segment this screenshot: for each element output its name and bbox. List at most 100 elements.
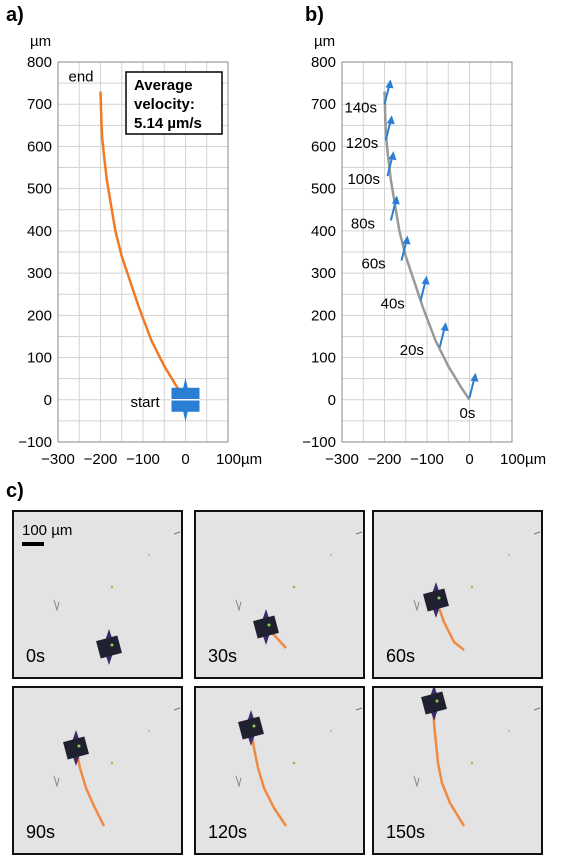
debris-dot <box>329 729 333 733</box>
y-tick-label: 600 <box>311 138 336 155</box>
robot-highlight <box>77 744 81 748</box>
y-tick-label: 300 <box>27 265 52 282</box>
video-frame: 60s <box>372 510 543 679</box>
x-tick-label: −200 <box>368 451 402 468</box>
debris-mark <box>355 531 363 535</box>
robot-trail <box>434 599 465 651</box>
scale-bar-label: 100 µm <box>22 522 73 539</box>
y-tick-label: 100 <box>27 350 52 367</box>
y-tick-label: 200 <box>311 307 336 324</box>
heading-arrowhead <box>386 115 395 125</box>
time-label: 20s <box>400 342 424 359</box>
trajectory-chart-a: µm 100µm −100 0 100 200 300 400 500 600 700 800 −300… <box>18 33 262 468</box>
scale-bar: 100 µm <box>22 522 72 546</box>
robot-body <box>423 588 449 612</box>
frame-image <box>53 707 181 827</box>
debris-mark <box>173 707 181 711</box>
x-tick-label: −100 <box>126 451 160 468</box>
debris-mark <box>355 707 363 711</box>
y-tick-label: 200 <box>27 307 52 324</box>
robot-highlight <box>252 724 256 728</box>
frame-time-label: 0s <box>26 646 46 666</box>
end-label: end <box>69 69 94 86</box>
video-frame: 120s <box>194 686 365 855</box>
debris-dot <box>470 585 474 589</box>
heading-arrowhead <box>470 372 479 382</box>
robot-body <box>96 635 122 659</box>
time-label: 120s <box>346 135 379 152</box>
y-tick-label: 600 <box>27 138 52 155</box>
frame-image <box>235 707 363 827</box>
time-label: 100s <box>347 171 380 188</box>
frame-image <box>235 531 363 649</box>
x-tick-label: −100 <box>410 451 444 468</box>
trajectory-chart-b: µm 100µm −100 0 100 200 300 400 500 600 700 800 −300… <box>302 33 546 468</box>
y-tick-label: 500 <box>311 181 336 198</box>
y-tick-label: 800 <box>311 54 336 71</box>
robot-trail <box>249 727 288 827</box>
plot-frame <box>341 61 513 443</box>
x-tick-label: −300 <box>325 451 359 468</box>
y-unit-label: µm <box>30 33 51 50</box>
robot-trail <box>74 747 106 827</box>
x-tick-label: 0 <box>181 451 189 468</box>
trajectory-line <box>99 91 187 401</box>
trajectory-line <box>383 91 471 401</box>
video-frame: 150s <box>372 686 543 855</box>
debris-mark <box>413 599 420 612</box>
frame-time-label: 120s <box>208 822 248 842</box>
debris-mark <box>533 531 541 535</box>
scale-bar-line <box>22 542 44 546</box>
frame-time-label: 150s <box>386 822 426 842</box>
debris-mark <box>533 707 541 711</box>
debris-mark <box>413 775 420 788</box>
x-tick-label: −300 <box>41 451 75 468</box>
robot-body <box>253 615 279 639</box>
heading-arrowhead <box>391 195 400 205</box>
time-label: 80s <box>351 215 375 232</box>
debris-dot <box>292 585 296 589</box>
debris-mark <box>173 531 181 535</box>
plot-frame <box>57 61 229 443</box>
x-unit-label: 100µm <box>216 451 262 468</box>
debris-mark <box>53 599 60 612</box>
debris-dot <box>507 729 511 733</box>
velocity-text: velocity: <box>134 96 195 113</box>
start-label: start <box>131 394 161 411</box>
heading-arrowhead <box>421 275 430 285</box>
video-frame: 30s <box>194 510 365 679</box>
robot-highlight <box>267 623 271 627</box>
x-tick-label: −200 <box>84 451 118 468</box>
robot-body <box>238 716 264 740</box>
y-tick-label: 0 <box>328 392 336 409</box>
y-tick-label: −100 <box>18 434 52 451</box>
robot-highlight <box>110 643 114 647</box>
y-unit-label: µm <box>314 33 335 50</box>
panel-label-c: c) <box>6 480 24 502</box>
y-tick-label: 700 <box>27 96 52 113</box>
time-label: 0s <box>460 405 476 422</box>
velocity-text: 5.14 µm/s <box>134 115 202 132</box>
y-tick-label: 400 <box>311 223 336 240</box>
robot-trail <box>432 703 466 827</box>
velocity-text: Average <box>134 77 193 94</box>
video-frame: 90s <box>12 686 183 855</box>
time-label: 40s <box>381 296 405 313</box>
y-tick-label: 700 <box>311 96 336 113</box>
debris-mark <box>235 775 242 788</box>
frame-image <box>53 531 181 665</box>
heading-arrowhead <box>402 235 411 245</box>
robot-highlight <box>435 699 439 703</box>
debris-mark <box>53 775 60 788</box>
time-label: 60s <box>362 256 386 273</box>
y-tick-label: 800 <box>27 54 52 71</box>
debris-dot <box>110 761 114 765</box>
heading-arrowhead <box>388 151 397 161</box>
y-tick-label: 300 <box>311 265 336 282</box>
heading-arrowhead <box>385 79 394 89</box>
frame-image <box>413 688 541 827</box>
debris-dot <box>110 585 114 589</box>
x-tick-label: 0 <box>465 451 473 468</box>
frame-time-label: 60s <box>386 646 416 666</box>
debris-mark <box>235 599 242 612</box>
